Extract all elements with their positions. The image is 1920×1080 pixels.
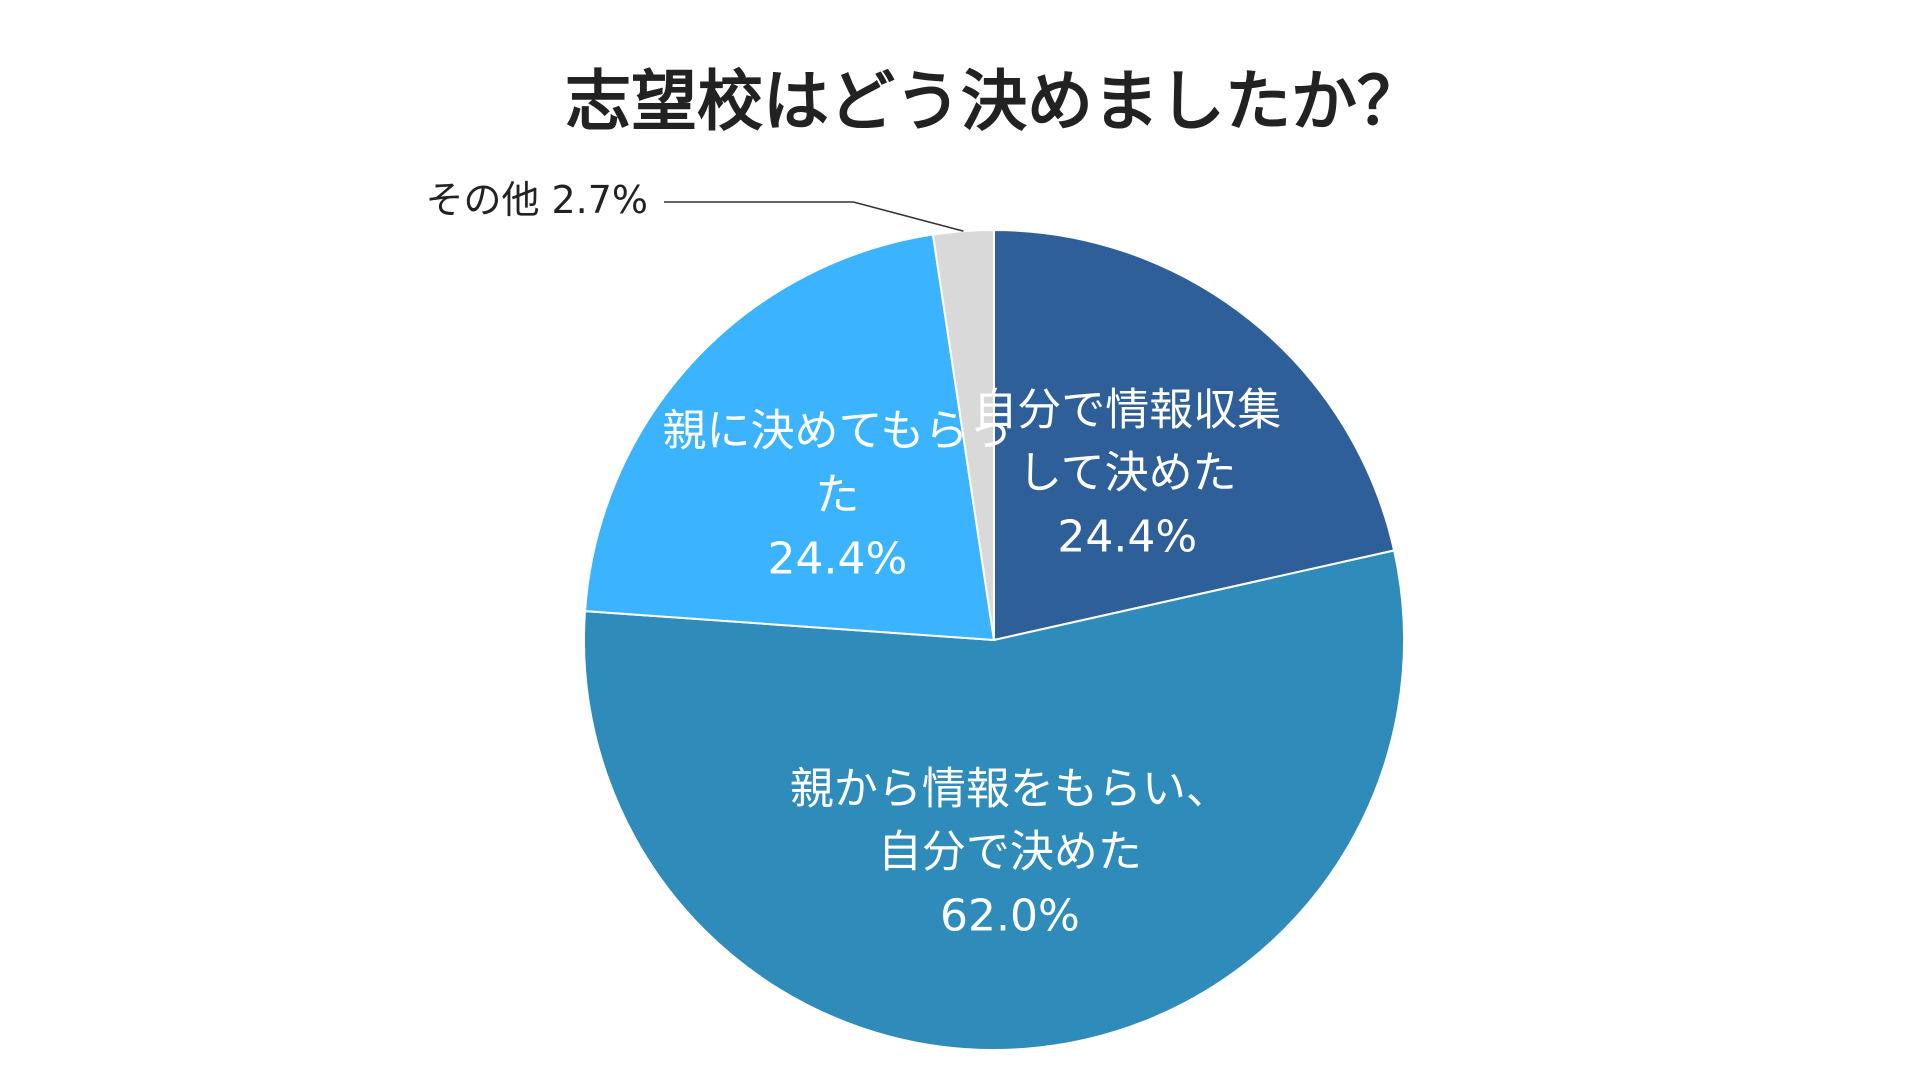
pie-slice xyxy=(583,549,1405,1052)
pie-slice xyxy=(993,228,1396,642)
slice-value: 62.0% xyxy=(940,890,1080,942)
leader-line xyxy=(664,201,964,232)
slice-name: 自分で情報収集して決めた xyxy=(973,383,1282,499)
slice-value: 24.4% xyxy=(767,533,908,585)
slice-label: その他 2.7% xyxy=(425,178,648,222)
slice-name: 親から情報をもらい、自分で決めた xyxy=(789,762,1230,878)
slice-label: 親から情報をもらい、自分で決めた 62.0% xyxy=(783,757,1236,948)
slice-value: 24.4% xyxy=(1057,511,1198,563)
slice-name: 親に決めてもらった xyxy=(662,405,1013,521)
slice-label: 親に決めてもらった 24.4% xyxy=(661,400,1013,591)
slice-name: その他 xyxy=(425,178,539,222)
slice-label: 自分で情報収集して決めた 24.4% xyxy=(967,378,1288,569)
chart-title: 志望校はどう決めましたか？ xyxy=(565,63,1423,140)
slice-value: 2.7% xyxy=(551,178,648,222)
pie-slice xyxy=(583,233,996,642)
